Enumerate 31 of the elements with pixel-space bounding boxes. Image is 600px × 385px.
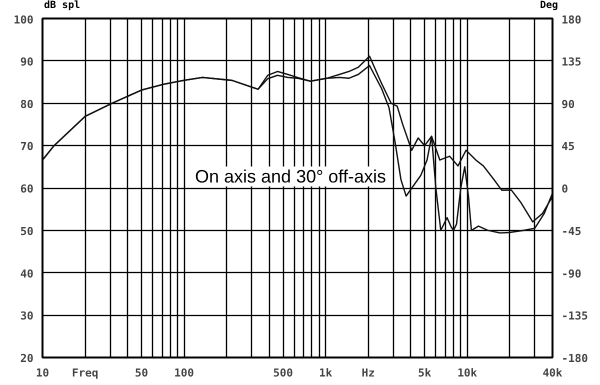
y-tick-label: 90 [20,55,34,68]
y-tick-label: 50 [20,224,34,238]
x-tick-label: Freq [72,366,98,380]
y-tick-label: 70 [20,140,34,154]
x-tick-label: 50 [134,366,148,380]
x-tick-label: 10k [457,366,478,380]
y-tick-label: 40 [20,267,34,280]
y-tick-label: 60 [20,182,34,196]
y2-tick-label: -45 [562,224,582,238]
x-tick-label: 5k [418,366,432,380]
x-tick-label: 100 [174,366,194,380]
y2-tick-label: 180 [562,14,582,26]
x-tick-label: 40k [542,366,563,380]
y2-tick-label: -180 [562,352,588,365]
y2-axis-title: Deg [540,0,558,12]
x-tick-label: Hz [362,366,375,380]
y2-tick-label: 45 [562,140,575,154]
annotation: On axis and 30° off-axis [195,166,386,186]
y2-tick-label: 135 [562,55,582,68]
y2-tick-label: 90 [562,98,575,111]
y-axis-title: dB spl [44,0,80,12]
y-tick-label: 30 [20,310,34,323]
y-tick-label: 100 [14,14,34,26]
x-tick-label: 500 [273,366,293,380]
y2-tick-label: -90 [562,267,582,280]
x-tick-label: 10 [36,366,50,380]
y2-tick-label: 0 [562,182,568,196]
y2-tick-label: -135 [562,310,588,323]
x-tick-label: 1k [319,366,333,380]
y-tick-label: 80 [20,98,34,111]
y-tick-label: 20 [20,352,34,365]
